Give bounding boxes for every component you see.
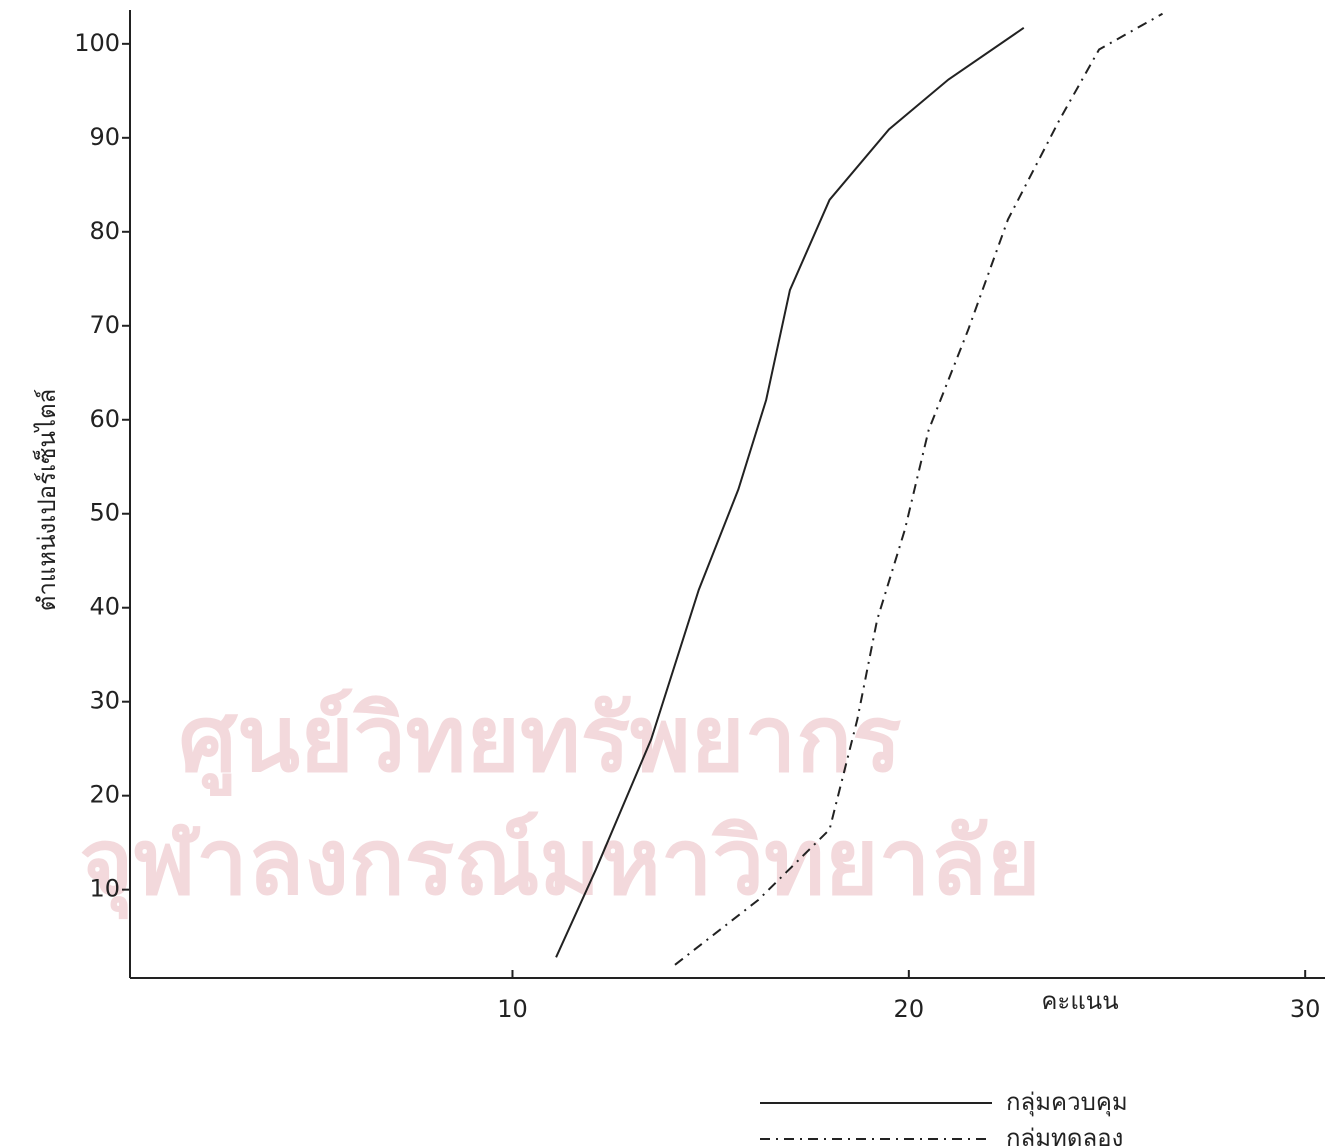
y-tick-label: 40 bbox=[89, 593, 120, 621]
x-tick-label: 20 bbox=[894, 995, 925, 1023]
y-tick-label: 10 bbox=[89, 875, 120, 903]
watermark: ศูนย์วิทยทรัพยากร bbox=[179, 685, 902, 796]
y-tick-label: 60 bbox=[89, 405, 120, 433]
y-tick-label: 20 bbox=[89, 781, 120, 809]
y-tick-label: 50 bbox=[89, 499, 120, 527]
y-tick-label: 80 bbox=[89, 217, 120, 245]
line-series bbox=[555, 27, 1025, 958]
legend-label: กลุ่มควบคุม bbox=[1006, 1088, 1128, 1117]
x-tick-label: 30 bbox=[1290, 995, 1321, 1023]
x-axis-label: คะแนน bbox=[1041, 987, 1118, 1015]
x-tick-label: 10 bbox=[497, 995, 528, 1023]
line-series bbox=[674, 12, 1163, 966]
y-tick-label: 70 bbox=[89, 311, 120, 339]
legend-label: กลุ่มทดลอง bbox=[1006, 1124, 1123, 1146]
y-axis-label: ตำแหน่งเปอร์เซ็นไตล์ bbox=[32, 389, 61, 611]
y-tick-label: 100 bbox=[74, 29, 120, 57]
y-tick-label: 90 bbox=[89, 123, 120, 151]
y-tick-label: 30 bbox=[89, 687, 120, 715]
watermark: จุฬาลงกรณ์มหาวิทยาลัย bbox=[79, 808, 1040, 919]
